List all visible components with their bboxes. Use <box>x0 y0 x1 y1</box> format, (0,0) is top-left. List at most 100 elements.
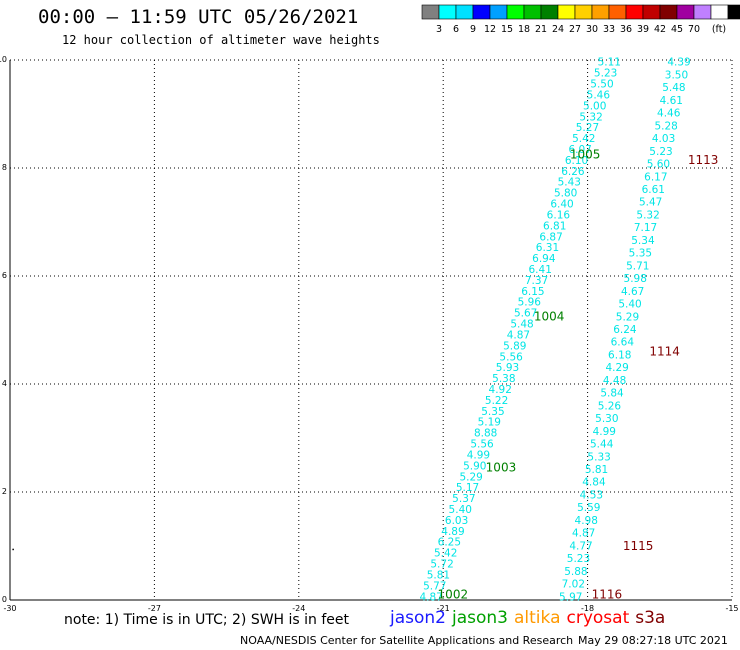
wave-height-point: 5.44 <box>590 439 614 451</box>
wave-height-point: 5.81 <box>585 464 608 476</box>
y-tick-label: 2 <box>2 487 7 496</box>
wave-height-point: 5.29 <box>616 311 639 323</box>
wave-height-point: 5.32 <box>636 209 659 221</box>
wave-height-point: 5.00 <box>583 100 606 112</box>
wave-height-point: 6.15 <box>521 286 544 298</box>
wave-height-point: 5.17 <box>456 482 479 494</box>
wave-height-point: 4.61 <box>660 95 683 107</box>
wave-height-point: 4.99 <box>593 426 616 438</box>
wave-height-point: 5.42 <box>434 548 457 560</box>
wave-height-point: 5.48 <box>510 319 533 331</box>
wave-height-point: 5.32 <box>579 111 602 123</box>
scale-label: 6 <box>453 24 459 35</box>
wave-height-point: 5.23 <box>594 68 617 80</box>
x-tick-label: -24 <box>292 604 305 613</box>
wave-height-point: 6.16 <box>547 209 571 221</box>
wave-height-point: 6.18 <box>608 349 631 361</box>
wave-height-point: 5.88 <box>564 566 587 578</box>
units-note: note: 1) Time is in UTC; 2) SWH is in fe… <box>64 612 350 628</box>
wave-height-point: 5.72 <box>430 559 453 571</box>
pass-marker-label: 1116 <box>592 588 623 602</box>
scale-label: 39 <box>637 24 649 35</box>
scale-label: 70 <box>688 24 700 35</box>
wave-height-point: 4.48 <box>603 375 626 387</box>
wave-height-point: 6.61 <box>642 184 665 196</box>
wave-height-point: 6.17 <box>644 171 667 183</box>
scale-label: 30 <box>586 24 598 35</box>
wave-height-point: 6.26 <box>561 166 585 178</box>
footer-timestamp: May 29 08:27:18 UTC 2021 <box>578 634 728 647</box>
scale-label: 33 <box>603 24 615 35</box>
scale-label: 3 <box>436 24 442 35</box>
wave-height-point: 5.38 <box>492 373 515 385</box>
wave-height-point: 5.96 <box>518 297 542 309</box>
footer-credit: NOAA/NESDIS Center for Satellite Applica… <box>240 634 574 647</box>
wave-height-point: 5.84 <box>600 388 624 400</box>
wave-height-point: 5.30 <box>595 413 618 425</box>
wave-height-point: 6.24 <box>613 324 637 336</box>
wave-height-point: 6.03 <box>445 515 468 527</box>
wave-height-point: 4.77 <box>569 540 592 552</box>
wave-height-point: 5.28 <box>654 120 677 132</box>
wave-height-point: 5.22 <box>485 395 508 407</box>
wave-height-point: 5.11 <box>598 57 621 69</box>
x-tick-label: -21 <box>437 604 450 613</box>
wave-height-point: 6.64 <box>611 337 635 349</box>
wave-height-point: 5.71 <box>626 260 649 272</box>
wave-height-point: 4.46 <box>657 108 681 120</box>
scale-label: 15 <box>501 24 513 35</box>
wave-height-point: 5.19 <box>478 417 501 429</box>
wave-height-point: 5.23 <box>649 146 672 158</box>
wave-height-point: 4.87 <box>507 329 530 341</box>
wave-height-point: 4.67 <box>621 286 644 298</box>
wave-height-point: 4.39 <box>667 57 690 69</box>
pass-marker-label: 1114 <box>649 345 680 359</box>
y-tick-label: 4 <box>2 379 7 388</box>
stray-point <box>12 548 14 551</box>
wave-height-point: 7.37 <box>525 275 548 287</box>
wave-height-point: 6.94 <box>532 253 556 265</box>
wave-height-point: 4.89 <box>441 526 464 538</box>
satellite-legend-s3a: s3a <box>635 608 666 628</box>
scale-label: 9 <box>470 24 476 35</box>
wave-height-color-scale: 3 6 9 12 15 18 21 24 27 30 33 36 39 42 45 70 (ft) <box>421 4 740 35</box>
scale-label: 24 <box>552 24 564 35</box>
wave-height-point: 5.81 <box>427 569 450 581</box>
wave-height-point: 4.87 <box>419 591 442 603</box>
wave-height-point: 5.23 <box>567 553 590 565</box>
wave-height-point: 4.99 <box>467 449 490 461</box>
wave-height-point: 7.02 <box>562 579 585 591</box>
wave-height-point: 5.50 <box>590 79 613 91</box>
wave-height-point: 4.92 <box>489 384 512 396</box>
wave-height-point: 5.77 <box>423 580 446 592</box>
wave-height-point: 5.34 <box>631 235 655 247</box>
scale-label: 42 <box>654 24 666 35</box>
wave-height-point: 6.87 <box>539 231 562 243</box>
wave-height-point: 6.07 <box>568 144 591 156</box>
wave-height-point: 5.42 <box>572 133 595 145</box>
x-tick-label: -27 <box>148 604 161 613</box>
scale-swatch <box>727 4 740 20</box>
satellite-legend-altika: altika <box>514 608 561 628</box>
wave-height-point: 4.53 <box>580 489 603 501</box>
wave-height-point: 5.48 <box>662 82 685 94</box>
wave-height-point: 6.10 <box>565 155 588 167</box>
pass-marker-label: 1113 <box>688 153 719 167</box>
wave-height-point: 5.90 <box>463 460 486 472</box>
wave-height-point: 5.29 <box>459 471 482 483</box>
wave-height-point: 5.35 <box>629 248 652 260</box>
wave-height-point: 4.29 <box>605 362 628 374</box>
wave-height-point: 6.41 <box>529 264 552 276</box>
wave-height-point: 5.59 <box>577 502 600 514</box>
scale-label: 45 <box>671 24 683 35</box>
wave-height-point: 5.80 <box>554 188 577 200</box>
scale-label: 18 <box>518 24 530 35</box>
wave-height-point: 7.17 <box>634 222 657 234</box>
y-tick-label: 10 <box>0 55 7 64</box>
pass-marker-label: 1002 <box>438 588 469 602</box>
wave-height-point: 4.03 <box>652 133 675 145</box>
satellite-legend-cryosat: cryosat <box>566 608 630 628</box>
wave-height-point: 6.25 <box>438 537 461 549</box>
satellite-legend-jason2: jason2 <box>390 608 446 628</box>
wave-height-point: 4.84 <box>582 477 606 489</box>
